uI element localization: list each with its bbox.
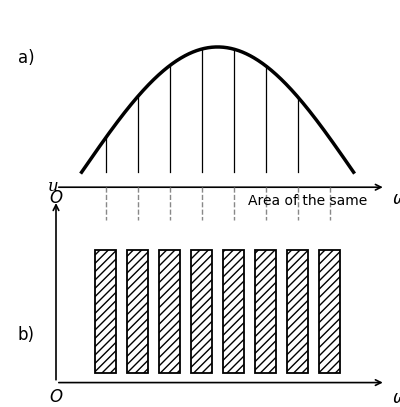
Bar	[319, 250, 340, 373]
Bar	[127, 250, 148, 373]
Bar	[191, 250, 212, 373]
Bar	[287, 250, 308, 373]
Bar	[255, 250, 276, 373]
Text: $O$: $O$	[49, 389, 63, 406]
Text: Area of the same: Area of the same	[248, 195, 367, 208]
Text: u: u	[48, 178, 58, 195]
Text: a): a)	[18, 49, 34, 67]
Text: b): b)	[18, 326, 35, 344]
Text: $\omega t$: $\omega t$	[392, 190, 400, 208]
Bar	[223, 250, 244, 373]
Text: $O$: $O$	[49, 190, 63, 208]
Bar	[95, 250, 116, 373]
Bar	[159, 250, 180, 373]
Text: $\omega t$: $\omega t$	[392, 389, 400, 407]
